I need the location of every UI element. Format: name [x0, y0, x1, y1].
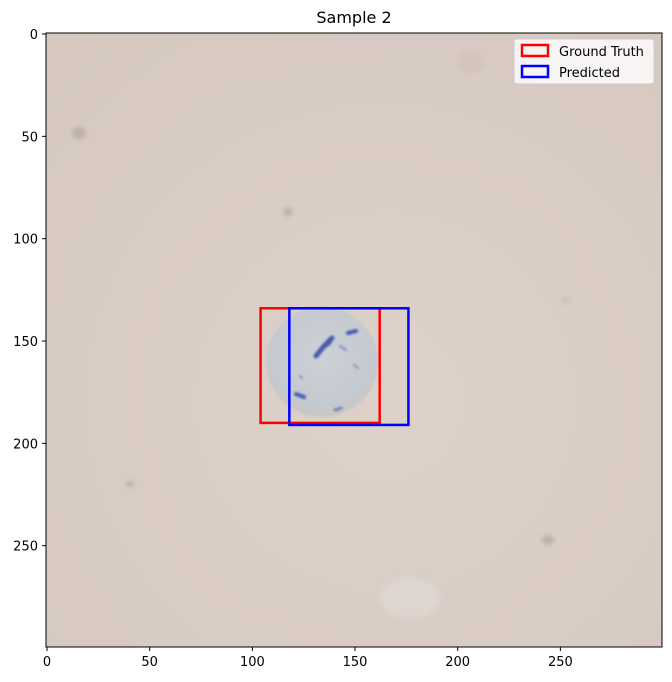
- legend-label-predicted: Predicted: [559, 66, 620, 81]
- blood-cell: [266, 307, 378, 417]
- axes-frame: [45, 32, 663, 648]
- y-tick-label: 50: [21, 130, 38, 145]
- x-tick-label: 100: [240, 655, 265, 670]
- legend-label-ground-truth: Ground Truth: [559, 45, 644, 60]
- legend: Ground Truth Predicted: [513, 38, 655, 85]
- x-tick-label: 200: [445, 655, 470, 670]
- predicted-box: [288, 307, 410, 427]
- y-tick-label: 100: [13, 233, 38, 248]
- y-axis-ticks: 0 50 100 150 200 250: [13, 28, 46, 555]
- y-tick-label: 200: [13, 437, 38, 452]
- x-tick-label: 150: [343, 655, 368, 670]
- x-tick-label: 50: [141, 655, 158, 670]
- debris-specks: [72, 50, 571, 618]
- legend-swatch-predicted: [520, 64, 550, 79]
- chart-title: Sample 2: [316, 8, 391, 27]
- parasite-stain: [294, 329, 359, 412]
- y-tick-label: 0: [30, 28, 38, 43]
- x-tick-label: 250: [548, 655, 573, 670]
- y-tick-label: 150: [13, 335, 38, 350]
- x-tick-label: 0: [43, 655, 51, 670]
- y-tick-label: 250: [13, 540, 38, 555]
- legend-swatch-ground-truth: [520, 43, 550, 58]
- image-axes: [46, 33, 662, 647]
- x-axis-ticks: 0 50 100 150 200 250: [43, 647, 573, 670]
